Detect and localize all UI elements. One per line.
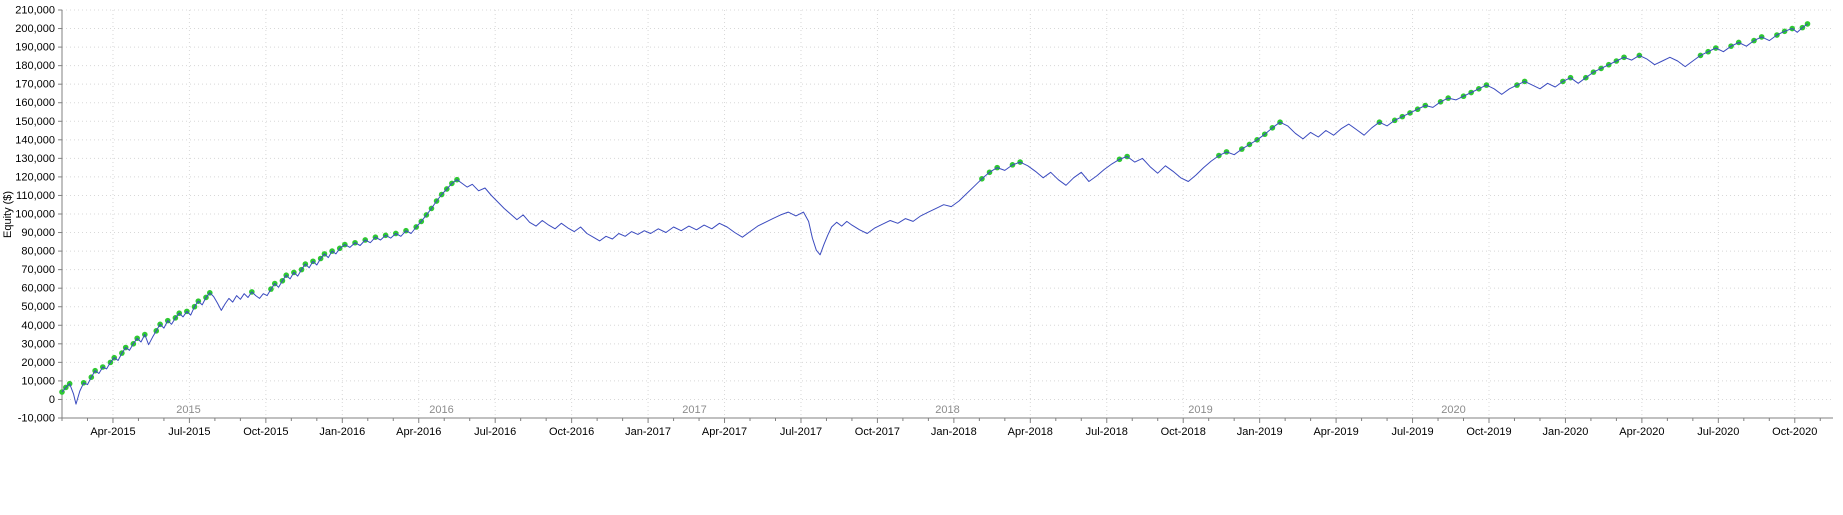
x-axis-labels: Apr-2015 Jul-2015 Oct-2015 Jan-2016 Apr-2016… — [61, 418, 1821, 438]
y-tick-label: 160,000 — [15, 97, 55, 109]
x-tick-label: Apr-2017 — [702, 426, 747, 438]
y-tick-label: 170,000 — [15, 79, 55, 91]
grid — [58, 9, 1833, 419]
x-tick-label: Jul-2015 — [168, 426, 210, 438]
y-tick-label: -10,000 — [18, 413, 55, 425]
y-tick-label: 150,000 — [15, 116, 55, 128]
x-tick-label: Apr-2019 — [1313, 426, 1358, 438]
year-label: 2017 — [682, 404, 706, 416]
x-tick-label: Oct-2018 — [1161, 426, 1206, 438]
x-tick-label: Jul-2017 — [780, 426, 822, 438]
x-tick-label: Apr-2018 — [1008, 426, 1053, 438]
x-tick-label: Jul-2020 — [1697, 426, 1739, 438]
y-tick-label: 130,000 — [15, 153, 55, 165]
x-tick-label: Apr-2016 — [396, 426, 441, 438]
y-tick-label: 100,000 — [15, 209, 55, 221]
equity-line — [61, 23, 1808, 405]
y-tick-label: 80,000 — [21, 246, 55, 258]
y-tick-label: 70,000 — [21, 264, 55, 276]
axes — [61, 10, 1833, 419]
x-tick-label: Jul-2018 — [1086, 426, 1128, 438]
x-tick-label: Jan-2020 — [1543, 426, 1589, 438]
y-tick-label: 200,000 — [15, 23, 55, 35]
y-tick-label: 90,000 — [21, 227, 55, 239]
y-tick-label: 180,000 — [15, 60, 55, 72]
x-tick-label: Jan-2016 — [319, 426, 365, 438]
x-tick-label: Jan-2017 — [625, 426, 671, 438]
x-tick-label: Oct-2016 — [549, 426, 594, 438]
y-tick-label: 60,000 — [21, 283, 55, 295]
year-label: 2020 — [1441, 404, 1465, 416]
y-tick-label: 140,000 — [15, 134, 55, 146]
y-tick-label: 40,000 — [21, 320, 55, 332]
x-tick-label: Jan-2018 — [931, 426, 977, 438]
y-tick-label: 120,000 — [15, 171, 55, 183]
year-label: 2018 — [935, 404, 959, 416]
x-tick-label: Oct-2017 — [855, 426, 900, 438]
y-tick-label: 110,000 — [16, 190, 55, 202]
year-label: 2015 — [176, 404, 200, 416]
new-high-markers — [59, 21, 1811, 395]
x-tick-label: Jan-2019 — [1237, 426, 1283, 438]
year-label: 2016 — [429, 404, 453, 416]
y-tick-label: 10,000 — [21, 375, 55, 387]
x-tick-label: Oct-2019 — [1466, 426, 1511, 438]
x-tick-label: Oct-2015 — [243, 426, 288, 438]
x-tick-label: Apr-2015 — [90, 426, 135, 438]
x-tick-label: Jul-2019 — [1391, 426, 1433, 438]
y-axis-labels: -10,000 0 10,000 20,000 30,000 40,000 50,000 60… — [15, 5, 55, 425]
x-tick-label: Oct-2020 — [1772, 426, 1817, 438]
y-tick-label: 190,000 — [15, 42, 55, 54]
year-labels: 2015 2016 2017 2018 2019 2020 — [176, 404, 1465, 416]
y-tick-label: 210,000 — [15, 5, 55, 17]
y-tick-label: 50,000 — [21, 301, 55, 313]
x-tick-label: Jul-2016 — [474, 426, 516, 438]
year-label: 2019 — [1188, 404, 1212, 416]
y-tick-label: 20,000 — [21, 357, 55, 369]
y-tick-label: 0 — [49, 394, 55, 406]
x-tick-label: Apr-2020 — [1619, 426, 1664, 438]
y-tick-label: 30,000 — [21, 338, 55, 350]
